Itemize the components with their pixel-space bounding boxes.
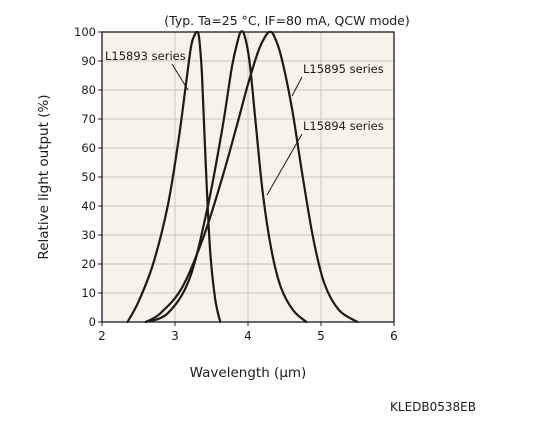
label-leader-lines [171,63,303,196]
y-tick-label: 0 [89,315,96,329]
y-axis-label: Relative light output (%) [36,94,52,259]
y-tick-label: 70 [81,112,96,126]
y-tick-label: 90 [81,54,96,68]
y-tick-label: 10 [81,286,96,300]
y-tick-label: 80 [81,83,96,97]
grid-lines [102,32,394,322]
x-tick-label: 4 [244,329,252,343]
y-tick-label: 60 [81,141,96,155]
x-tick-label: 5 [317,329,325,343]
y-tick-label: 30 [81,228,96,242]
x-tick-label: 6 [390,329,398,343]
x-axis-label: Wavelength (μm) [190,365,307,381]
l15894-curve [144,30,308,324]
label-l15895-series: L15895 series [303,62,384,76]
x-tick-label: 2 [98,329,106,343]
label-l15894-series: L15894 series [303,119,384,133]
label-l15895-series-leader [291,76,303,97]
y-tick-label: 100 [74,25,96,39]
y-tick-label: 40 [81,199,96,213]
series-labels: L15893 series L15895 series L15894 series [105,49,384,133]
y-tick-label: 20 [81,257,96,271]
x-tick-label: 3 [171,329,179,343]
label-l15894-series-leader [266,133,303,196]
condition-note: (Typ. Ta=25 °C, IF=80 mA, QCW mode) [164,13,409,28]
label-l15893-series: L15893 series [105,49,186,63]
y-tick-label: 50 [81,170,96,184]
figure-code: KLEDB0538EB [390,400,476,414]
label-l15893-series-leader [171,63,189,91]
